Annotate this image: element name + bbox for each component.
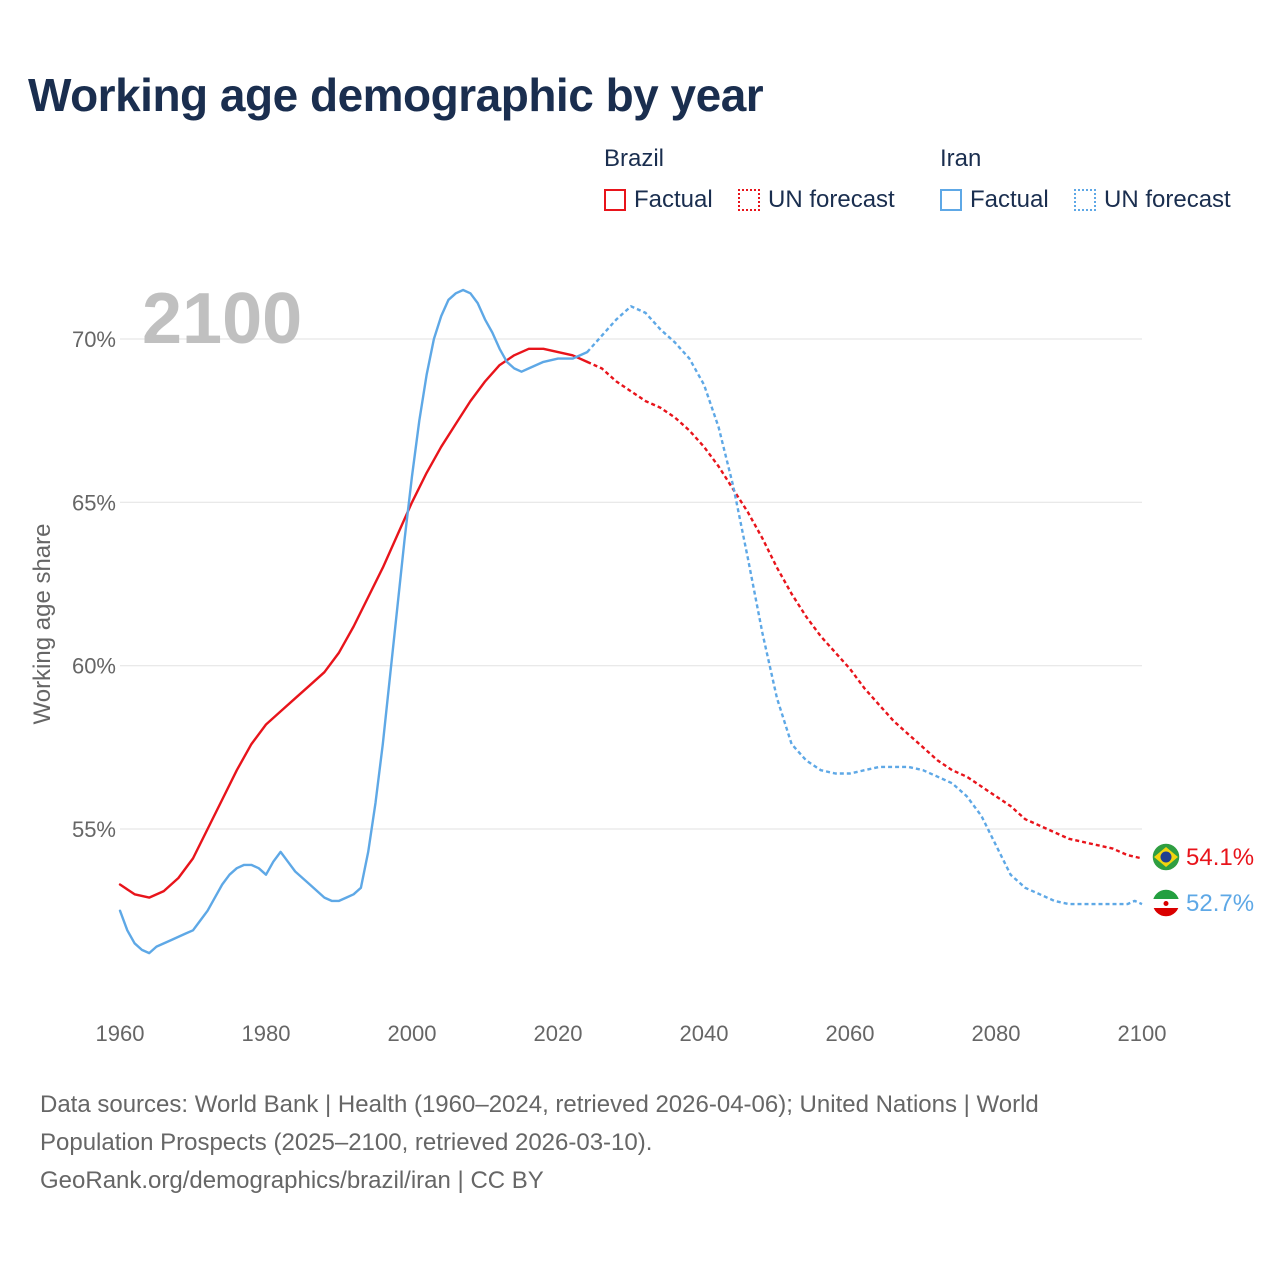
legend-swatch-dotted [738, 189, 760, 211]
legend-brazil-name: Brazil [604, 145, 665, 172]
legend-iran-name: Iran [940, 145, 982, 172]
legend-swatch-dotted [1074, 189, 1096, 211]
iran-forecast-line[interactable] [586, 305, 1143, 906]
legend-label: Factual [970, 186, 1049, 213]
sources-line-2: Population Prospects (2025–2100, retriev… [40, 1129, 653, 1156]
x-tick-label: 2000 [388, 1021, 437, 1046]
brazil-flag-icon [1151, 842, 1181, 872]
y-tick-label: 65% [72, 490, 116, 515]
iran-flag-icon [1151, 888, 1181, 918]
grid-lines [120, 338, 1142, 830]
legend-brazil-factual[interactable]: Factual [604, 186, 713, 214]
series-lines [118, 288, 1143, 955]
y-tick-label: 55% [72, 817, 116, 842]
x-tick-label: 1980 [242, 1021, 291, 1046]
legend-brazil-forecast[interactable]: UN forecast [738, 186, 895, 214]
x-tick-label: 2040 [680, 1021, 729, 1046]
legend-label: UN forecast [768, 186, 895, 213]
legend-swatch-solid [940, 189, 962, 211]
legend-label: Factual [634, 186, 713, 213]
brazil-factual-line[interactable] [118, 347, 589, 899]
y-axis-title: Working age share [29, 524, 56, 725]
end-label-brazil: 54.1% [1186, 844, 1254, 871]
sources-attribution[interactable]: GeoRank.org/demographics/brazil/iran | C… [40, 1167, 544, 1194]
x-tick-label: 2080 [972, 1021, 1021, 1046]
brazil-forecast-line[interactable] [586, 360, 1143, 860]
y-tick-label: 70% [72, 327, 116, 352]
x-tick-label: 1960 [96, 1021, 145, 1046]
legend-iran-forecast[interactable]: UN forecast [1074, 186, 1231, 214]
page-title: Working age demographic by year [28, 69, 764, 121]
x-tick-label: 2020 [534, 1021, 583, 1046]
end-label-iran: 52.7% [1186, 890, 1254, 917]
iran-factual-line[interactable] [118, 288, 589, 955]
y-tick-label: 60% [72, 654, 116, 679]
legend-iran-factual[interactable]: Factual [940, 186, 1049, 214]
line-chart: 55% 60% 65% 70% 1960 1980 2000 2020 2040 2060 2080… [29, 279, 1254, 1046]
legend-swatch-solid [604, 189, 626, 211]
axes: 55% 60% 65% 70% 1960 1980 2000 2020 2040 2060 2080… [72, 327, 1167, 1046]
year-watermark: 2100 [142, 279, 302, 359]
legend-label: UN forecast [1104, 186, 1231, 213]
data-sources: Data sources: World Bank | Health (1960–… [40, 1086, 1220, 1200]
x-tick-label: 2060 [826, 1021, 875, 1046]
sources-line-1: Data sources: World Bank | Health (1960–… [40, 1091, 1039, 1118]
x-tick-label: 2100 [1118, 1021, 1167, 1046]
